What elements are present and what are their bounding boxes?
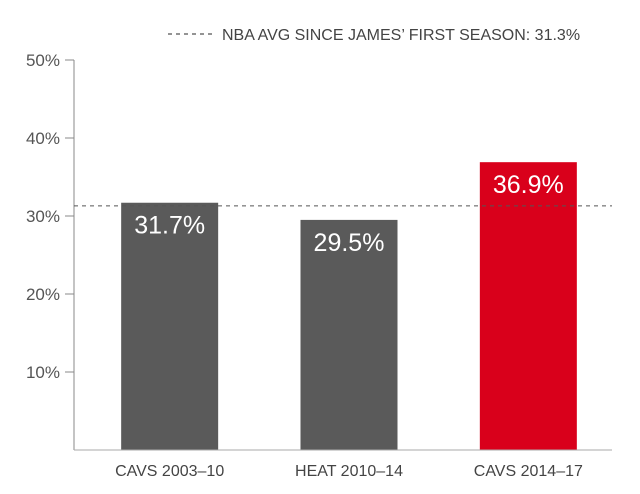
bar-value-label: 36.9% xyxy=(493,171,564,199)
y-tick-label: 10% xyxy=(26,363,60,382)
bars: 31.7% 29.5% 36.9% xyxy=(121,162,577,450)
x-category-label: CAVS 2014–17 xyxy=(474,463,583,480)
y-tick-label: 20% xyxy=(26,285,60,304)
category-labels: CAVS 2003–10 HEAT 2010–14 CAVS 2014–17 xyxy=(115,463,583,480)
bar-value-label: 31.7% xyxy=(134,212,205,240)
x-category-label: HEAT 2010–14 xyxy=(295,463,403,480)
bar xyxy=(300,219,398,450)
bar xyxy=(479,162,577,450)
y-ticks: 10% 20% 30% 40% 50% xyxy=(26,51,74,382)
bar xyxy=(121,202,219,450)
x-category-label: CAVS 2003–10 xyxy=(115,463,224,480)
reference-line-group xyxy=(74,205,612,451)
y-tick-label: 30% xyxy=(26,207,60,226)
y-tick-label: 40% xyxy=(26,129,60,148)
y-tick-label: 50% xyxy=(26,51,60,70)
legend-label: NBA AVG SINCE JAMES’ FIRST SEASON: 31.3% xyxy=(222,27,580,44)
legend: NBA AVG SINCE JAMES’ FIRST SEASON: 31.3% xyxy=(168,27,580,44)
bar-value-label: 29.5% xyxy=(314,229,385,257)
